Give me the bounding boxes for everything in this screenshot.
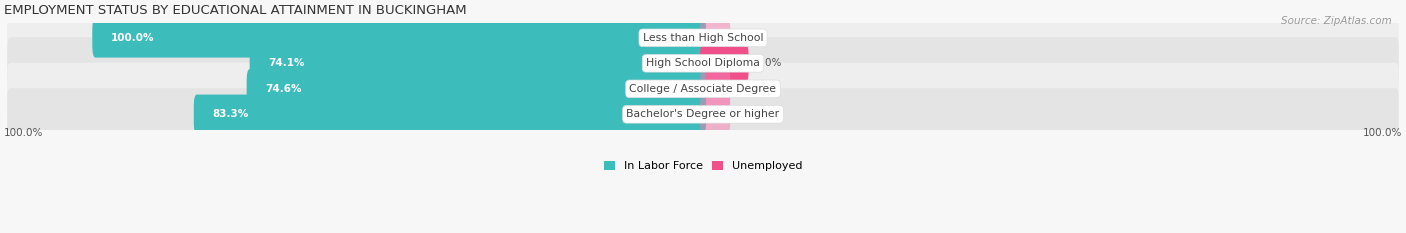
Text: Source: ZipAtlas.com: Source: ZipAtlas.com (1281, 16, 1392, 26)
Text: 74.1%: 74.1% (269, 58, 305, 68)
Text: Less than High School: Less than High School (643, 33, 763, 43)
FancyBboxPatch shape (7, 88, 1399, 140)
FancyBboxPatch shape (246, 69, 706, 109)
FancyBboxPatch shape (7, 63, 1399, 115)
Text: 100.0%: 100.0% (111, 33, 155, 43)
FancyBboxPatch shape (93, 18, 706, 58)
Text: 0.0%: 0.0% (737, 109, 762, 119)
FancyBboxPatch shape (7, 37, 1399, 89)
FancyBboxPatch shape (194, 95, 706, 134)
FancyBboxPatch shape (250, 44, 706, 83)
Text: 83.3%: 83.3% (212, 109, 249, 119)
Text: 100.0%: 100.0% (4, 128, 44, 138)
Legend: In Labor Force, Unemployed: In Labor Force, Unemployed (599, 156, 807, 175)
Text: 0.0%: 0.0% (737, 33, 762, 43)
FancyBboxPatch shape (700, 18, 730, 58)
Text: 74.6%: 74.6% (264, 84, 301, 94)
Text: EMPLOYMENT STATUS BY EDUCATIONAL ATTAINMENT IN BUCKINGHAM: EMPLOYMENT STATUS BY EDUCATIONAL ATTAINM… (4, 4, 467, 17)
Text: 100.0%: 100.0% (1362, 128, 1402, 138)
Text: High School Diploma: High School Diploma (647, 58, 759, 68)
FancyBboxPatch shape (700, 44, 748, 83)
Text: 7.0%: 7.0% (755, 58, 780, 68)
Text: College / Associate Degree: College / Associate Degree (630, 84, 776, 94)
FancyBboxPatch shape (700, 69, 730, 109)
FancyBboxPatch shape (700, 95, 730, 134)
FancyBboxPatch shape (7, 12, 1399, 64)
Text: Bachelor's Degree or higher: Bachelor's Degree or higher (627, 109, 779, 119)
Text: 0.0%: 0.0% (737, 84, 762, 94)
